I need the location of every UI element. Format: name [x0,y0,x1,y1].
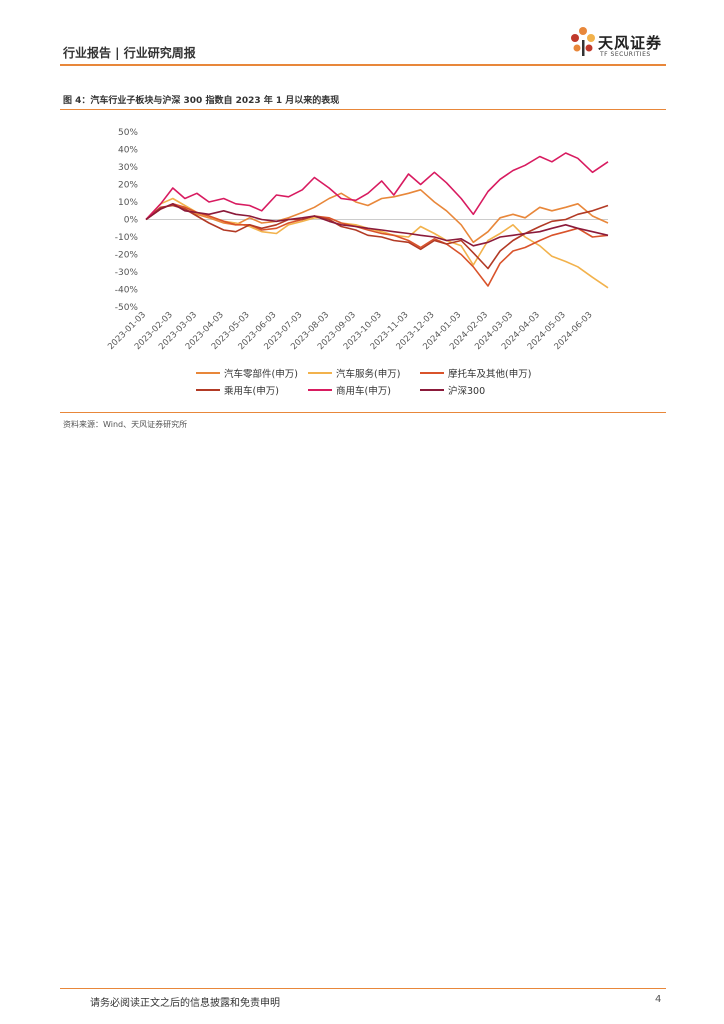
y-tick-label: -10% [115,233,139,243]
footer-disclaimer: 请务必阅读正文之后的信息披露和免责申明 [90,998,280,1009]
legend-label: 摩托车及其他(申万) [448,368,531,380]
series-line [145,203,609,247]
series-layer [145,152,609,289]
series-line [145,189,609,244]
logo-petal-right [587,34,595,42]
logo-company-name: 天风证券 [598,34,663,52]
logo-stem [582,40,585,56]
logo-petal-top [579,27,587,35]
company-logo: 天风证券 TF SECURITIES [568,24,678,64]
report-header-title: 行业报告 | 行业研究周报 [63,46,196,60]
y-tick-label: -40% [115,286,139,296]
chart-legend: 汽车零部件(申万) 汽车服务(申万) 摩托车及其他(申万) 乘用车(申万) 商用车(申万… [196,368,531,397]
y-tick-label: 20% [118,181,138,191]
chart-bottom-divider [60,412,666,413]
page-number: 4 [655,994,662,1005]
legend-label: 乘用车(申万) [224,385,279,397]
logo-flower-icon [571,27,595,56]
caption-divider [60,109,666,110]
footer-divider [60,988,666,989]
y-tick-label: 0% [124,216,139,226]
x-axis: 2023-01-032023-02-032023-03-032023-04-03… [106,219,608,352]
figure-source: 资料来源：Wind、天风证券研究所 [63,420,188,429]
legend-label: 沪深300 [448,385,485,397]
series-line [145,152,609,221]
series-line [145,203,609,287]
y-tick-label: -30% [115,268,139,278]
y-axis: 50% 40% 30% 20% 10% 0% -10% -20% -30% -40% -50% [115,128,139,313]
legend-label: 汽车服务(申万) [336,368,400,380]
logo-petal-lower-left [573,44,581,52]
series-line [145,197,609,289]
series-line [145,204,609,270]
logo-petal-left [571,34,579,42]
legend-label: 商用车(申万) [336,385,391,397]
y-tick-label: 50% [118,128,138,138]
line-chart: 50% 40% 30% 20% 10% 0% -10% -20% -30% -40% -50% 20… [106,128,609,397]
logo-petal-lower-right [585,44,593,52]
y-tick-label: -20% [115,251,139,261]
y-tick-label: -50% [115,303,139,313]
figure-caption: 图 4：汽车行业子板块与沪深 300 指数自 2023 年 1 月以来的表现 [63,96,340,106]
y-tick-label: 40% [118,146,138,156]
header-divider [60,64,666,66]
chart-container: 50% 40% 30% 20% 10% 0% -10% -20% -30% -40% -50% 20… [60,112,666,412]
y-tick-label: 30% [118,163,138,173]
logo-company-subtitle: TF SECURITIES [600,51,651,58]
legend-label: 汽车零部件(申万) [224,368,298,380]
y-tick-label: 10% [118,198,138,208]
